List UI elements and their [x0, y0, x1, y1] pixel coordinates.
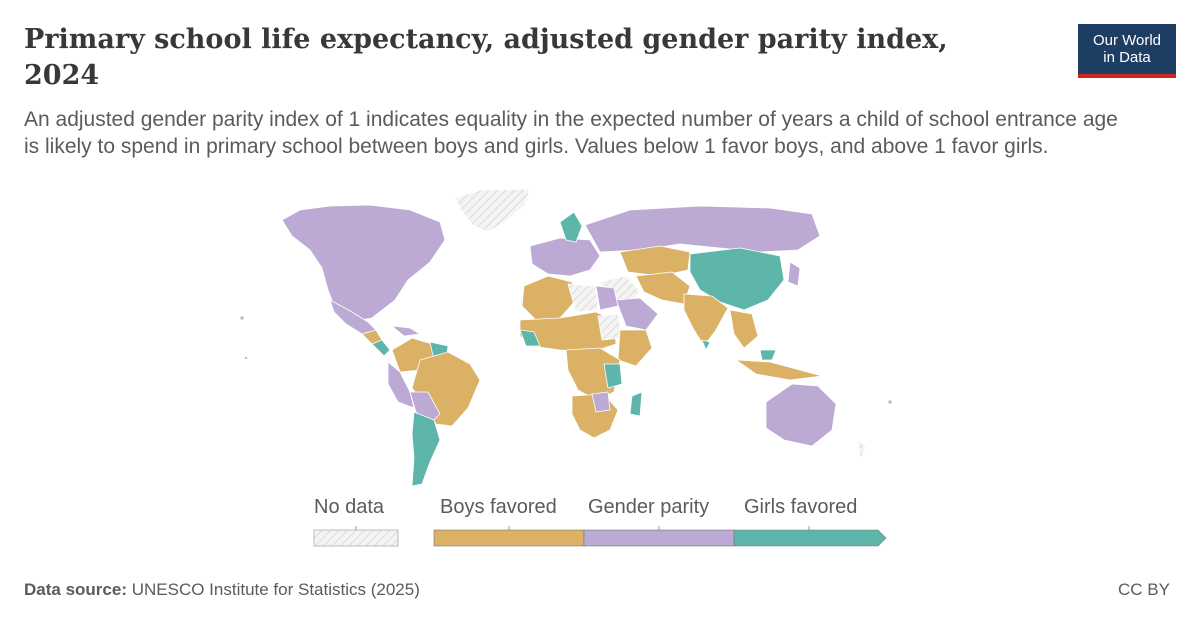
- region-peru[interactable]: [387, 361, 415, 409]
- legend-swatch-parity: [583, 529, 735, 547]
- legend-swatch-no-data: [313, 529, 399, 547]
- region-india[interactable]: [683, 293, 729, 347]
- region-iran-pakistan[interactable]: [635, 271, 691, 305]
- region-east-africa[interactable]: [603, 363, 623, 389]
- region-west-africa-coast[interactable]: [519, 329, 541, 347]
- region-caribbean[interactable]: [391, 325, 421, 337]
- region-arabia[interactable]: [615, 297, 659, 331]
- data-source-label: Data source:: [24, 580, 127, 599]
- legend-swatch-girls: [733, 529, 887, 547]
- region-central-asia[interactable]: [619, 245, 691, 277]
- legend-parity-label: Gender parity: [588, 496, 710, 518]
- region-pacific-island[interactable]: [239, 315, 245, 321]
- legend-girls-label: Girls favored: [744, 496, 858, 518]
- region-russia[interactable]: [584, 205, 821, 253]
- region-madagascar[interactable]: [629, 391, 643, 417]
- legend-boys-label: Boys favored: [440, 496, 557, 518]
- region-libya[interactable]: [567, 283, 599, 313]
- region-horn-of-africa[interactable]: [617, 329, 653, 367]
- legend-bar: [313, 526, 887, 547]
- region-scandinavia[interactable]: [559, 211, 583, 243]
- region-north-africa[interactable]: [521, 275, 577, 321]
- region-australia[interactable]: [765, 383, 837, 447]
- data-source-text[interactable]: UNESCO Institute for Statistics (2025): [131, 580, 420, 599]
- region-pacific-island[interactable]: [887, 399, 893, 405]
- chart-title: Primary school life expectancy, adjusted…: [24, 24, 948, 91]
- world-map[interactable]: [230, 183, 930, 503]
- owid-logo[interactable]: Our World in Data: [1078, 24, 1176, 78]
- chart-subtitle: An adjusted gender parity index of 1 ind…: [24, 108, 1118, 158]
- region-sudan[interactable]: [597, 313, 623, 341]
- region-sri-lanka[interactable]: [701, 339, 711, 351]
- legend-swatch-boys: [433, 529, 585, 547]
- region-egypt[interactable]: [595, 285, 619, 311]
- data-source: Data source: UNESCO Institute for Statis…: [24, 580, 420, 600]
- region-southern-africa-parity[interactable]: [591, 391, 611, 413]
- license[interactable]: CC BY: [1118, 580, 1170, 599]
- region-malaysia[interactable]: [759, 349, 777, 361]
- region-new-zealand[interactable]: [857, 439, 867, 461]
- region-bolivia-paraguay[interactable]: [409, 391, 441, 425]
- region-europe[interactable]: [529, 237, 601, 277]
- region-greenland[interactable]: [454, 188, 531, 233]
- logo-line-1: Our World: [1092, 32, 1162, 49]
- region-pacific-island[interactable]: [244, 356, 248, 360]
- region-china[interactable]: [689, 247, 785, 311]
- legend-no-data-label: No data: [314, 496, 385, 518]
- region-japan[interactable]: [787, 261, 801, 287]
- region-argentina-chile[interactable]: [411, 411, 441, 487]
- region-indonesia[interactable]: [735, 359, 823, 381]
- region-north-america[interactable]: [281, 204, 446, 323]
- region-central-america-b[interactable]: [371, 339, 391, 357]
- region-southeast-asia[interactable]: [729, 309, 759, 349]
- logo-line-2: in Data: [1103, 49, 1151, 66]
